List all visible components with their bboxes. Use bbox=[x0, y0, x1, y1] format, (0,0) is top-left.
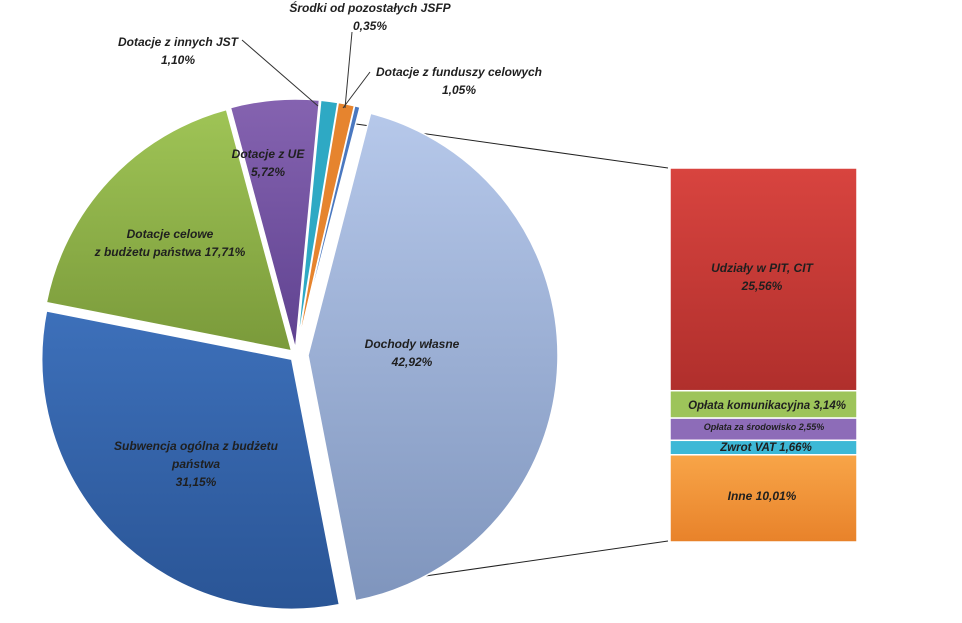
label-subwencja-line1: Subwencja ogólna z budżetu bbox=[114, 439, 279, 453]
label-srodki-jsfp-value: 0,35% bbox=[353, 19, 387, 33]
label-dotacje-ue: Dotacje z UE bbox=[232, 147, 306, 161]
label-subwencja-line2: państwa bbox=[171, 457, 220, 471]
leader-line-fundusze bbox=[342, 71, 371, 109]
bar-segment-oplata-komunikacyjna bbox=[669, 389, 858, 419]
slice-srodki-jsfp bbox=[296, 104, 361, 350]
label-bar-vat: Zwrot VAT 1,66% bbox=[719, 442, 812, 454]
label-bar-komunikacyjna: Opłata komunikacyjna 3,14% bbox=[688, 400, 846, 412]
label-bar-pit: Udziały w PIT, CIT bbox=[711, 261, 814, 275]
slice-subwencja bbox=[41, 310, 341, 610]
label-srodki-jsfp: Środki od pozostałych JSFP bbox=[289, 0, 451, 15]
slice-dotacje-celowe bbox=[45, 108, 293, 352]
label-dochody-wlasne-value: 42,92% bbox=[391, 355, 433, 369]
bar-segment-inne bbox=[669, 454, 858, 543]
leader-line-jst bbox=[241, 39, 319, 107]
bar-segment-pit-cit bbox=[669, 167, 858, 392]
label-subwencja-value: 31,15% bbox=[176, 475, 217, 489]
label-bar-inne: Inne 10,01% bbox=[728, 489, 797, 503]
breakdown-bar bbox=[669, 167, 858, 543]
label-dotacje-jst-value: 1,10% bbox=[161, 53, 195, 67]
label-dotacje-jst: Dotacje z innych JST bbox=[118, 35, 240, 49]
leader-line-jsfp bbox=[344, 31, 353, 109]
label-bar-srodowisko: Opłata za środowisko 2,55% bbox=[704, 422, 825, 432]
label-dotacje-fundusze-value: 1,05% bbox=[442, 83, 476, 97]
label-dotacje-celowe-line1: Dotacje celowe bbox=[127, 227, 214, 241]
label-dotacje-fundusze: Dotacje z funduszy celowych bbox=[376, 65, 542, 79]
label-bar-pit-value: 25,56% bbox=[741, 279, 783, 293]
label-dotacje-celowe-line2: z budżetu państwa 17,71% bbox=[94, 245, 246, 259]
label-dotacje-ue-value: 5,72% bbox=[251, 165, 285, 179]
slice-dotacje-ue bbox=[229, 98, 321, 350]
pie bbox=[41, 98, 559, 610]
slice-dochody-wlasne bbox=[307, 112, 559, 602]
label-dochody-wlasne: Dochody własne bbox=[365, 337, 460, 351]
